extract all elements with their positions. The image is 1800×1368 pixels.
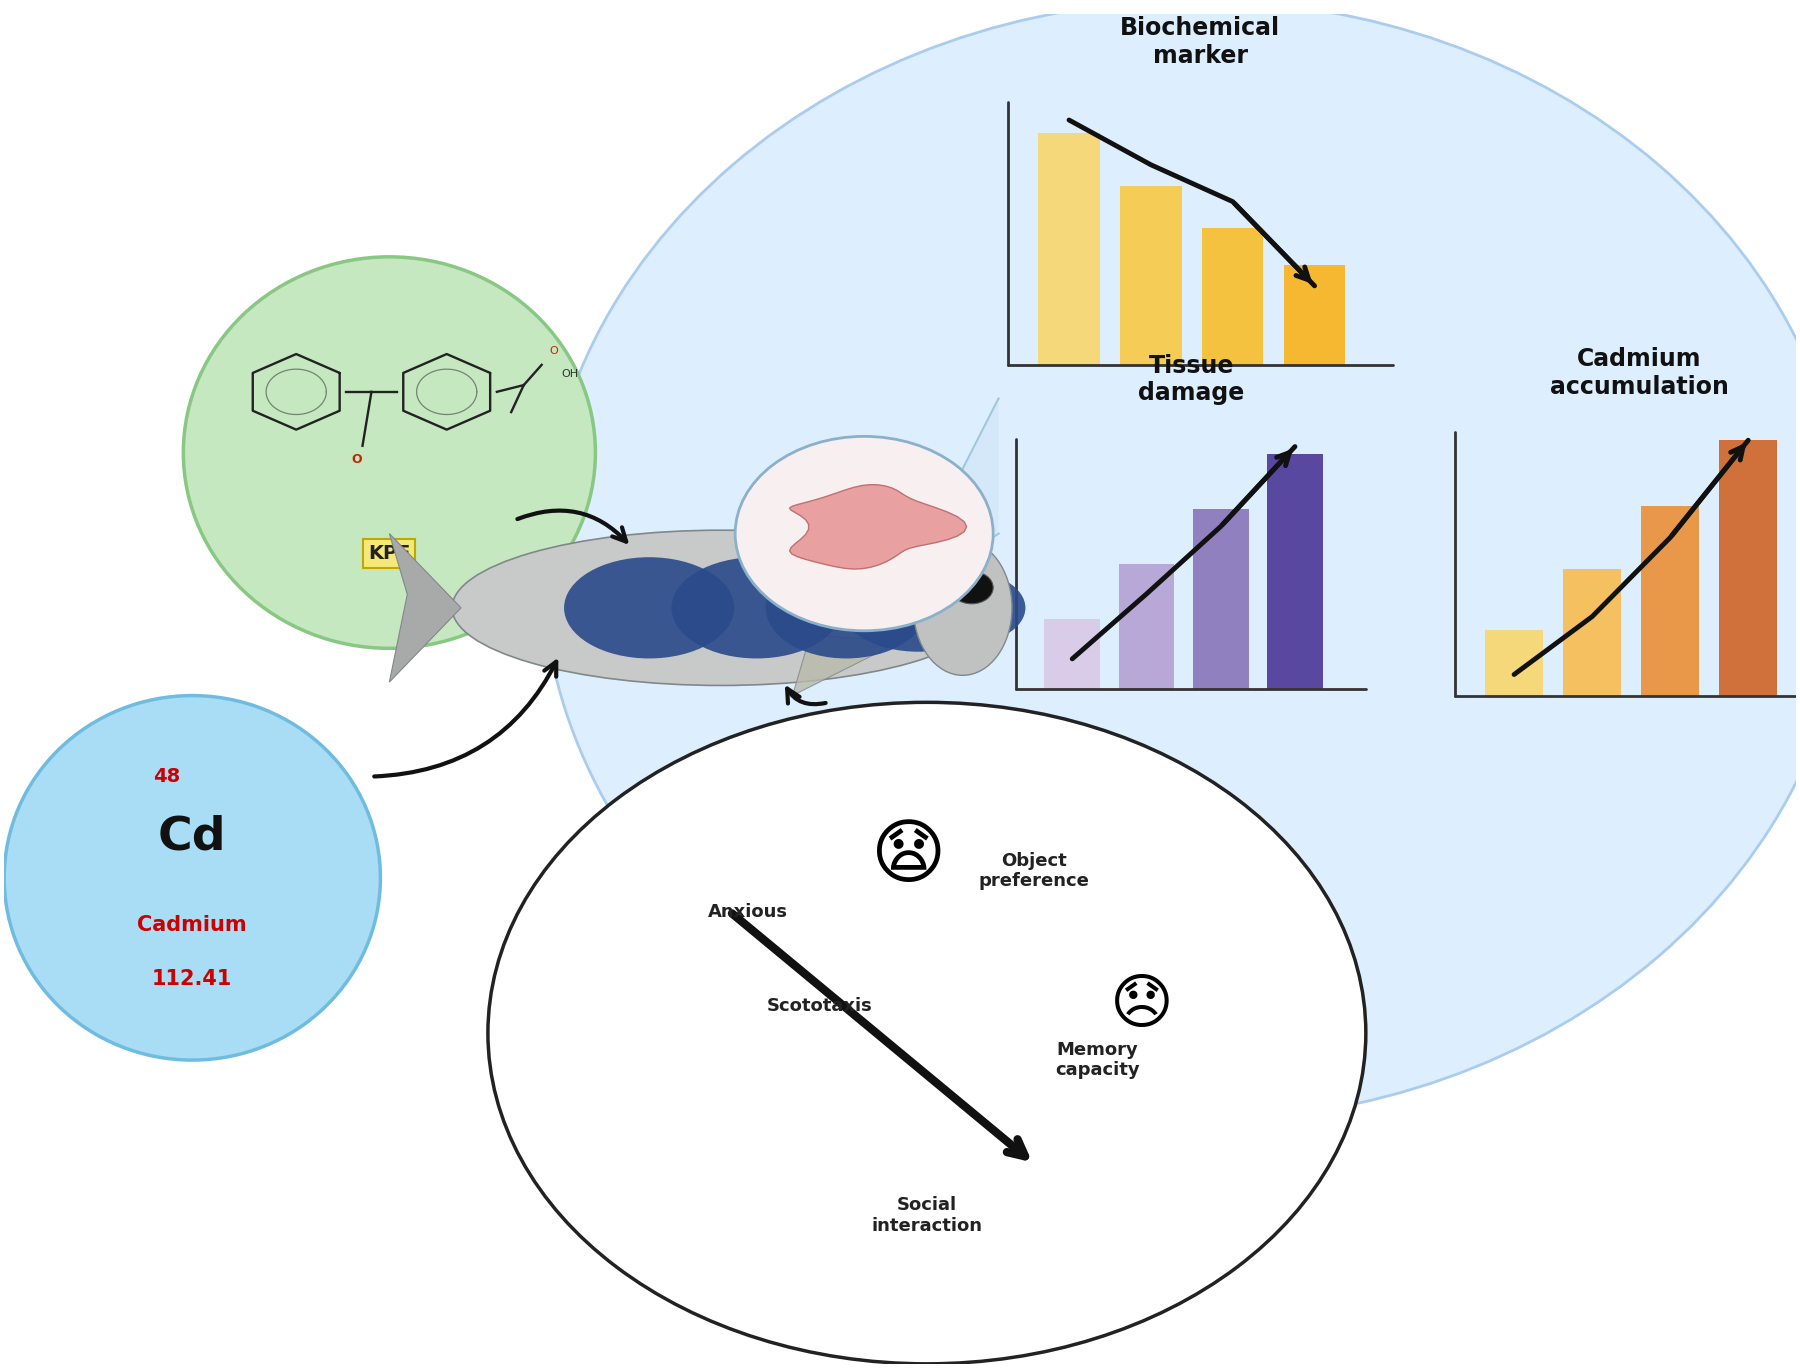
Bar	[1202, 228, 1264, 365]
Text: Tissue
damage: Tissue damage	[1138, 353, 1244, 405]
Text: OH: OH	[562, 369, 578, 379]
Ellipse shape	[671, 557, 842, 658]
Bar	[1120, 186, 1181, 365]
Bar	[1193, 509, 1249, 689]
Bar	[1719, 440, 1777, 695]
Ellipse shape	[842, 564, 994, 651]
Text: O: O	[549, 346, 558, 356]
Text: Scototaxis: Scototaxis	[767, 997, 873, 1015]
Polygon shape	[790, 484, 967, 569]
Ellipse shape	[184, 257, 596, 648]
Bar	[1118, 564, 1174, 689]
Text: Biochemical
marker: Biochemical marker	[1120, 16, 1280, 68]
Circle shape	[734, 436, 994, 631]
Text: 112.41: 112.41	[153, 969, 232, 989]
Ellipse shape	[900, 570, 1026, 644]
Ellipse shape	[765, 557, 927, 658]
Circle shape	[488, 702, 1366, 1364]
Ellipse shape	[452, 531, 990, 685]
Circle shape	[950, 572, 994, 603]
Ellipse shape	[563, 557, 734, 658]
Text: Anxious: Anxious	[707, 903, 788, 921]
Polygon shape	[756, 480, 900, 531]
Text: 48: 48	[153, 767, 180, 787]
Ellipse shape	[913, 540, 1012, 676]
Text: O: O	[351, 453, 362, 466]
Ellipse shape	[4, 695, 380, 1060]
Text: Cadmium
accumulation: Cadmium accumulation	[1550, 346, 1728, 398]
Bar	[1485, 629, 1543, 695]
Text: 😧: 😧	[871, 824, 947, 892]
Polygon shape	[954, 398, 999, 562]
Text: Memory
capacity: Memory capacity	[1055, 1041, 1139, 1079]
Ellipse shape	[542, 0, 1800, 1120]
Polygon shape	[389, 534, 461, 683]
Text: Cadmium: Cadmium	[137, 915, 247, 936]
Bar	[1562, 569, 1622, 695]
Text: Social
interaction: Social interaction	[871, 1196, 983, 1235]
Text: Object
preference: Object preference	[979, 852, 1089, 891]
Bar	[1039, 133, 1100, 365]
Bar	[1642, 506, 1699, 695]
Text: KPF: KPF	[369, 544, 410, 564]
Polygon shape	[792, 635, 900, 695]
Bar	[1267, 454, 1323, 689]
Text: Cd: Cd	[158, 815, 227, 860]
Text: 😞: 😞	[1111, 977, 1174, 1036]
Bar	[1283, 265, 1345, 365]
Bar	[1044, 618, 1100, 689]
